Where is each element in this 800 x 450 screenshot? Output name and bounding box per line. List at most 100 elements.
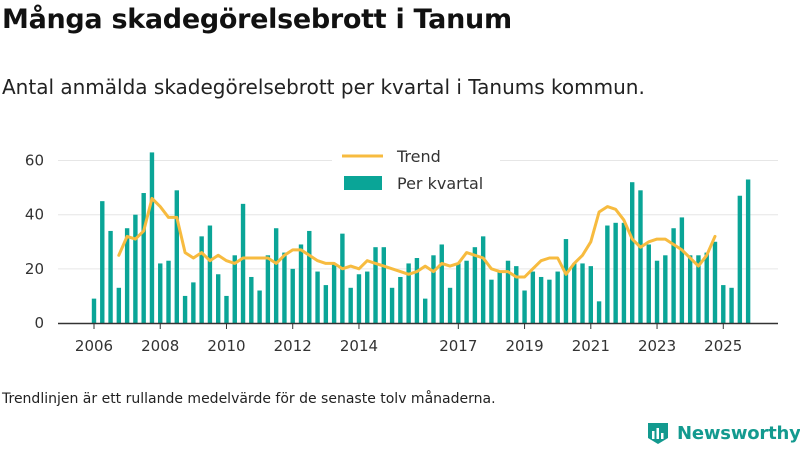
bar [630,182,635,323]
legend-label: Per kvartal [397,174,483,193]
x-tick-label: 2021 [572,337,610,355]
bar [654,260,660,323]
bar [547,279,552,323]
chart-title: Många skadegörelsebrott i Tanum [2,4,512,35]
bar [108,230,113,323]
bar [497,271,502,323]
trend-series [117,196,717,279]
bar [249,276,254,323]
bar [580,263,585,323]
bar [265,255,271,323]
bar [605,225,610,323]
y-tick-label: 40 [25,206,44,224]
x-axis-ticks: 2006 2008 2010 2012 2014 2017 2019 2021 2023 2025 [75,323,742,355]
bar [555,271,560,323]
bar [348,287,353,323]
x-tick-label: 2014 [340,337,378,355]
bar [712,241,718,323]
bar [572,263,577,323]
x-tick-label: 2019 [505,337,543,355]
bar [174,190,179,323]
bar [472,247,478,323]
bar [340,233,345,323]
bar [456,263,461,323]
bar [224,295,229,323]
bar [199,236,204,323]
y-tick-label: 60 [25,152,44,170]
x-tick-label: 2017 [439,337,477,355]
bar [588,266,593,323]
y-tick-label: 20 [25,260,44,278]
newsworthy-logo-icon [648,423,668,444]
bar [290,268,295,323]
trend-line [117,196,717,279]
bar [439,244,444,323]
bar [737,195,743,323]
bar-series [91,152,751,323]
bar [315,271,320,323]
bar [464,260,469,323]
bar [389,287,395,323]
bar [480,236,486,323]
x-tick-label: 2010 [207,337,245,355]
bar [282,252,287,323]
bar [679,217,685,323]
bar [124,228,130,323]
bar [381,247,386,323]
bar [240,203,246,323]
y-axis-ticks: 0 20 40 60 [25,152,44,332]
x-tick-label: 2023 [638,337,676,355]
bar [613,222,618,323]
bar [671,228,676,323]
x-tick-label: 2025 [704,337,742,355]
bar [356,274,362,323]
bar [522,290,527,323]
bar [323,285,329,323]
bar [505,260,511,323]
bar [257,290,262,323]
bar [663,255,668,323]
bar [398,276,403,323]
chart-subtitle: Antal anmälda skadegörelsebrott per kvar… [2,75,645,99]
bar [191,282,196,323]
bar [704,252,709,323]
legend: Trend Per kvartal [332,143,500,197]
bar [447,287,453,323]
bar [116,287,122,323]
bar [538,276,544,323]
bar [596,301,602,323]
bar [307,230,312,323]
footnote: Trendlinjen är ett rullande medelvärde f… [2,391,496,407]
bar [216,274,221,323]
bar [232,255,237,323]
bar [646,244,651,323]
bar [182,295,188,323]
bar [406,263,411,323]
bar [729,287,734,323]
bar [100,201,105,323]
bar [423,298,428,323]
legend-label: Trend [396,147,441,166]
bar [133,214,138,323]
x-tick-label: 2006 [75,337,113,355]
bar [414,258,420,323]
x-tick-label: 2012 [274,337,312,355]
bar [373,247,378,323]
bar [149,152,155,323]
bar [514,266,519,323]
bar [431,255,436,323]
bar [331,263,337,323]
bar [721,285,726,323]
bar [273,228,279,323]
bar [687,255,693,323]
bar [489,279,494,323]
brand: Newsworthy [645,420,800,446]
brand-name: Newsworthy [677,422,800,444]
bar [158,263,163,323]
bar [638,190,643,323]
bar [166,260,171,323]
bar [621,222,627,323]
bar [530,271,536,323]
bar [563,239,569,323]
bar [298,244,304,323]
